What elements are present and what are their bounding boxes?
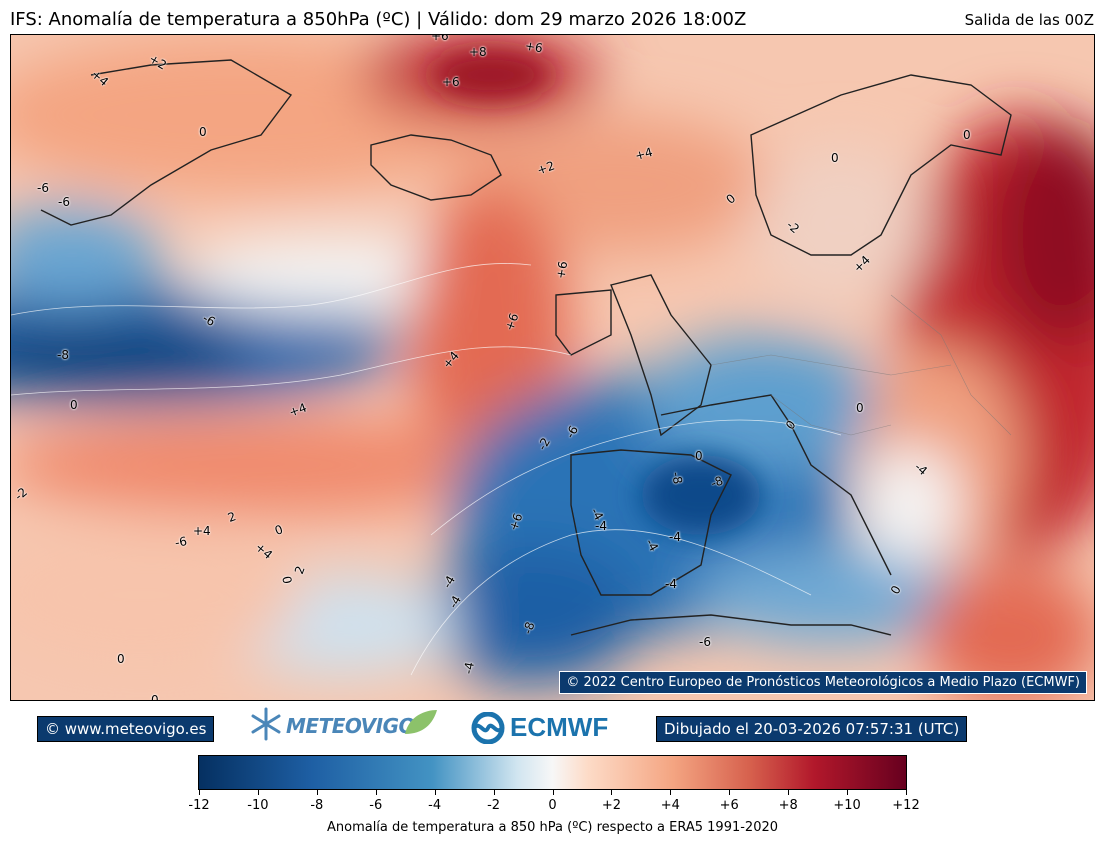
colorbar-tick-label: -2 [487, 798, 501, 813]
contour-label: -6 [37, 181, 49, 195]
meteovigo-wordmark: METEOVIGO [286, 714, 416, 738]
colorbar-label: Anomalía de temperatura a 850 hPa (ºC) r… [326, 820, 779, 835]
colorbar-tick-label: +6 [719, 798, 739, 813]
chart-title: IFS: Anomalía de temperatura a 850hPa (º… [10, 9, 747, 30]
ecmwf-logo: ECMWF [470, 710, 630, 746]
contour-lines [11, 263, 842, 676]
contour-label: 0 [963, 128, 971, 142]
contour-label: -4 [669, 530, 681, 544]
border-lines [710, 294, 1012, 436]
contour-label: -6 [173, 534, 189, 550]
contour-label: 0 [199, 125, 207, 139]
colorbar-tick-mark [552, 790, 554, 795]
contour-label: 0 [856, 401, 864, 415]
colorbar-tick-mark [434, 790, 436, 795]
map-field [11, 35, 1094, 700]
contour-label: -6 [58, 195, 70, 209]
colorbar-tick-mark [199, 790, 200, 795]
anomaly-map[interactable]: +2 +4 +8 +6 +6 +6 0 -6 -6 +2 +4 0 0 0 -2… [10, 34, 1095, 701]
contour-label: -4 [665, 577, 677, 591]
colorbar-tick-mark [316, 790, 318, 795]
colorbar-tick-mark [788, 790, 790, 795]
contour-label: 0 [70, 398, 78, 412]
contour-label: 0 [117, 652, 125, 666]
contour-label: +4 [193, 524, 211, 538]
ecmwf-wordmark: ECMWF [510, 712, 609, 742]
colorbar-tick-label: -6 [369, 798, 383, 813]
contour-label: +6 [523, 38, 544, 56]
ecmwf-symbol-icon [471, 712, 505, 744]
colorbar-tick-label: +12 [892, 798, 920, 813]
colorbar-tick-label: +8 [778, 798, 798, 813]
contour-label: -6 [699, 635, 711, 649]
model-run-label: Salida de las 00Z [964, 11, 1094, 29]
colorbar [198, 755, 907, 790]
colorbar-tick-label: 0 [548, 798, 557, 813]
colorbar-tick-label: -8 [310, 798, 324, 813]
contour-label: 0 [831, 151, 839, 165]
colorbar-tick-mark [493, 790, 495, 795]
colorbar-tick-mark [847, 790, 849, 795]
colorbar-tick-mark [670, 790, 672, 795]
website-badge[interactable]: © www.meteovigo.es [37, 716, 215, 742]
meteovigo-logo: METEOVIGO [248, 706, 438, 746]
colorbar-tick-label: -12 [188, 798, 210, 813]
contour-label: +6 [431, 34, 449, 43]
colorbar-tick-label: +4 [660, 798, 680, 813]
colorbar-tick-label: -4 [428, 798, 442, 813]
contour-label: 0 [695, 449, 703, 463]
drawn-timestamp-badge: Dibujado el 20-03-2026 07:57:31 (UTC) [656, 716, 968, 742]
colorbar-tick-label: -10 [247, 798, 269, 813]
colorbar-tick-mark [729, 790, 731, 795]
leaf-icon [405, 710, 437, 734]
contour-label: -4 [595, 519, 607, 533]
colorbar-tick-mark [257, 790, 259, 795]
contour-label: -8 [57, 348, 69, 362]
contour-label: 0 [151, 693, 159, 701]
ecmwf-copyright: © 2022 Centro Europeo de Pronósticos Met… [559, 671, 1087, 694]
colorbar-tick-mark [906, 790, 907, 795]
colorbar-tick-label: +2 [601, 798, 621, 813]
contour-label: -8 [669, 470, 685, 486]
snowflake-icon [251, 707, 281, 741]
coastline-lines [40, 59, 1012, 636]
contour-label: +8 [469, 45, 487, 59]
colorbar-tick-label: +10 [833, 798, 861, 813]
colorbar-tick-mark [375, 790, 377, 795]
contour-label: +6 [442, 75, 460, 89]
colorbar-tick-mark [611, 790, 613, 795]
contour-label: -4 [461, 660, 477, 676]
